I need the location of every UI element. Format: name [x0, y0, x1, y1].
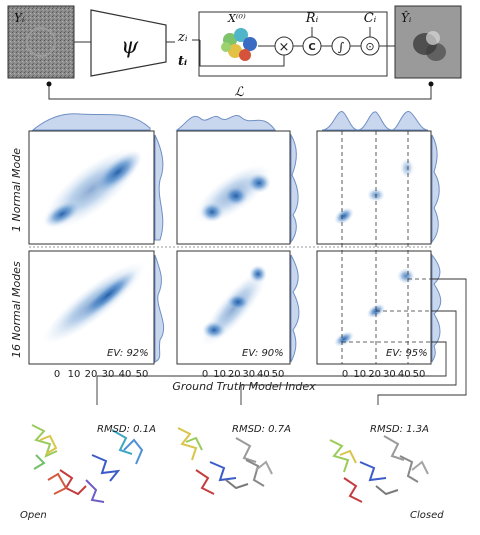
pipeline: Yᵢ ψ zᵢ tᵢ X⁽⁰⁾ × Rᵢ C ∫ Cᵢ ⊙ — [7, 5, 462, 100]
top-marginals — [31, 111, 429, 131]
panel-r2c2 — [176, 250, 291, 365]
input-particle — [26, 27, 56, 57]
x-tick-label: 10 — [68, 369, 81, 380]
x-tick-label: 0 — [54, 369, 60, 380]
density-r1c3 — [334, 158, 414, 225]
x-tick-label: 20 — [228, 369, 241, 380]
state-open: Open — [20, 510, 47, 521]
x-tick-label: 0 — [342, 369, 348, 380]
density-r1c2 — [194, 164, 272, 224]
rotation-symbol: C — [308, 42, 315, 53]
x-tick-label: 30 — [242, 369, 255, 380]
input-label: Yᵢ — [14, 11, 25, 25]
rmsd-closed: RMSD: 1.3A — [370, 424, 429, 435]
structure-closed: RMSD: 1.3A Closed — [329, 424, 444, 521]
x-tick-label: 40 — [257, 369, 270, 380]
ctf-label: Cᵢ — [364, 11, 377, 26]
row-label-1: 1 Normal Mode — [10, 148, 23, 232]
ev-label-1: EV: 92% — [107, 348, 149, 359]
x-axis-label: Ground Truth Model Index — [172, 380, 316, 393]
latent-t: tᵢ — [178, 54, 187, 69]
panel-r1c2 — [176, 130, 291, 245]
panel-r1c3 — [316, 130, 432, 245]
loss-line — [48, 84, 432, 100]
x-tick-label: 30 — [102, 369, 115, 380]
protein-thumbnail — [221, 28, 257, 61]
rmsd-open: RMSD: 0.1A — [97, 424, 156, 435]
density-r2c2 — [201, 265, 267, 346]
decoder-box — [198, 11, 388, 77]
structure-label: X⁽⁰⁾ — [227, 12, 246, 25]
x-tick-label: 0 — [202, 369, 208, 380]
latent-z: zᵢ — [177, 30, 188, 45]
panel-frames — [28, 130, 432, 365]
density-r1c1 — [42, 148, 143, 230]
x-ticks: 0 10 20 30 40 50 0 10 20 30 40 50 0 10 20 30 40 50 — [54, 369, 426, 380]
x-tick-label: 10 — [213, 369, 226, 380]
output-label: Ŷᵢ — [401, 10, 412, 25]
panel-r2c3 — [316, 250, 432, 365]
encoder-symbol: ψ — [121, 34, 139, 59]
x-tick-label: 10 — [353, 369, 366, 380]
rotation-label: Rᵢ — [305, 11, 319, 26]
ev-label-3: EV: 95% — [386, 348, 428, 359]
input-image — [7, 5, 75, 79]
guide-lines — [341, 131, 431, 364]
encoder-trapezoid — [90, 9, 167, 77]
ev-label-2: EV: 90% — [242, 348, 284, 359]
multiply-symbol: × — [279, 40, 290, 55]
density-r2c1 — [42, 261, 146, 345]
x-tick-label: 30 — [383, 369, 396, 380]
panel-r1c1 — [28, 130, 155, 245]
row-label-2: 16 Normal Modes — [10, 261, 23, 358]
x-tick-label: 20 — [85, 369, 98, 380]
rmsd-mid: RMSD: 0.7A — [232, 424, 291, 435]
x-tick-label: 50 — [272, 369, 285, 380]
panel-r2c1 — [28, 250, 155, 365]
x-tick-label: 50 — [136, 369, 149, 380]
structure-mid: RMSD: 0.7A — [177, 424, 291, 495]
state-closed: Closed — [410, 510, 444, 521]
density-r2c3 — [334, 268, 415, 347]
right-marginals — [154, 133, 442, 363]
x-tick-label: 40 — [119, 369, 132, 380]
structure-open: RMSD: 0.1A Open — [20, 424, 156, 521]
pipeline-arrows — [74, 27, 395, 67]
projection-symbol: ∫ — [338, 40, 345, 54]
x-tick-label: 40 — [398, 369, 411, 380]
structure-connectors — [96, 278, 467, 405]
x-tick-label: 50 — [413, 369, 426, 380]
loss-label: ℒ — [234, 85, 244, 100]
x-tick-label: 20 — [368, 369, 381, 380]
ctf-symbol: ⊙ — [365, 40, 374, 53]
